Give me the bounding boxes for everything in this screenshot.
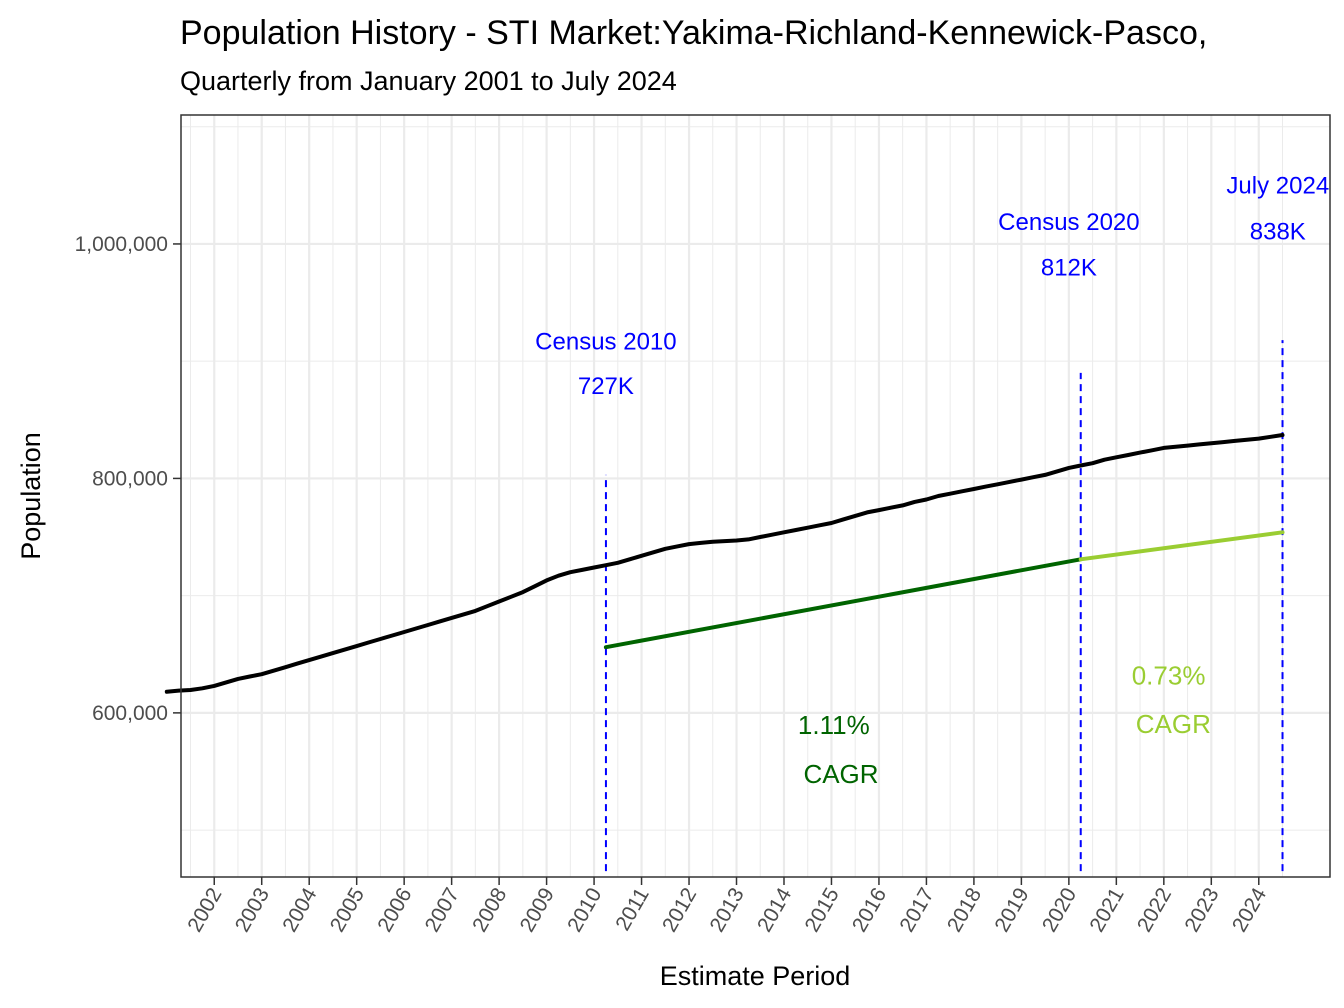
chart-subtitle: Quarterly from January 2001 to July 2024 (180, 66, 677, 96)
census-2020-label: Census 2020 (998, 209, 1139, 236)
census-2010-label: Census 2010 (535, 329, 676, 356)
cagr-2020-2024-line (1078, 530, 1285, 562)
y-tick-label: 800,000 (92, 467, 168, 490)
population-line (164, 433, 1285, 694)
x-axis-title: Estimate Period (660, 961, 851, 991)
panel-border (180, 114, 1331, 878)
cagr-2020-2024-rate: 0.73% (1132, 661, 1206, 691)
cagr-2010-2020-line (603, 557, 1083, 650)
july-2024-value: 838K (1250, 218, 1306, 245)
plot-panel (181, 115, 1330, 877)
y-axis-title: Population (16, 432, 46, 560)
series-lines (164, 433, 1285, 694)
cagr-2010-2020-label: CAGR (803, 759, 878, 789)
y-tick-label: 600,000 (92, 702, 168, 725)
cagr-2020-2024-label: CAGR (1136, 709, 1211, 739)
y-tick-label: 1,000,000 (75, 233, 168, 256)
cagr-2010-2020-rate: 1.11% (798, 710, 870, 740)
chart-title: Population History - STI Market:Yakima-R… (180, 14, 1207, 52)
july-2024-label: July 2024 (1226, 173, 1329, 200)
grid-lines (181, 115, 1330, 877)
census-2020-value: 812K (1041, 255, 1097, 282)
census-2010-value: 727K (578, 373, 634, 400)
reference-lines (604, 340, 1284, 872)
annotations: Census 2010 727K Census 2020 812K July 2… (535, 173, 1329, 790)
